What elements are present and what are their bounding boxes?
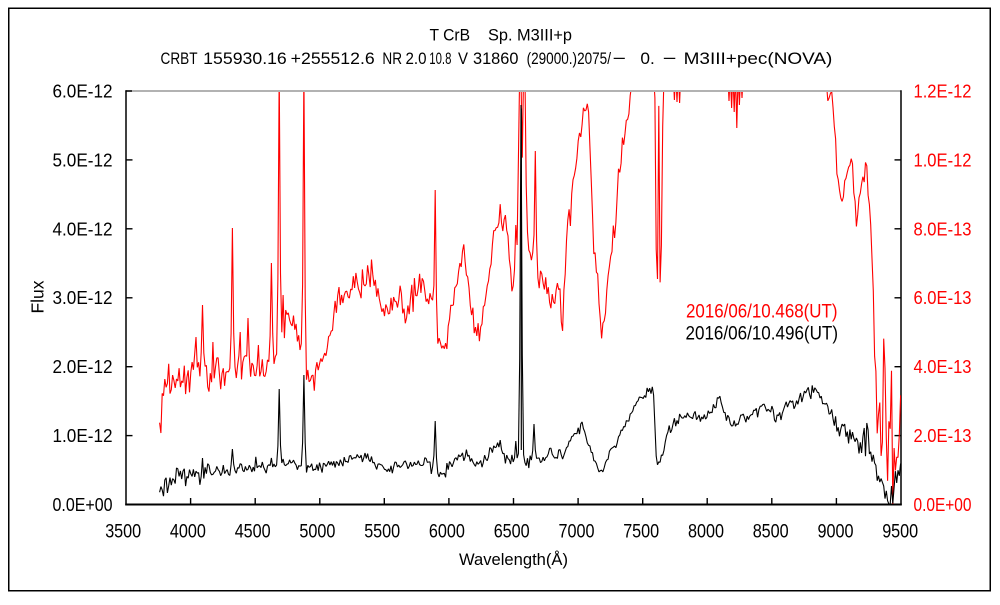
svg-text:+255512.6: +255512.6 <box>291 49 375 68</box>
svg-text:CRBT: CRBT <box>161 49 198 68</box>
svg-text:Sp. M3III+p: Sp. M3III+p <box>488 26 572 45</box>
svg-text:2.0E-12: 2.0E-12 <box>53 357 113 377</box>
svg-text:M3III+pec(NOVA): M3III+pec(NOVA) <box>684 49 833 68</box>
svg-text:4.0E-12: 4.0E-12 <box>53 219 113 239</box>
svg-text:1.0E-12: 1.0E-12 <box>53 426 113 446</box>
svg-text:9500: 9500 <box>882 522 918 543</box>
svg-text:3.0E-12: 3.0E-12 <box>53 288 113 308</box>
svg-text:8.0E-13: 8.0E-13 <box>914 219 972 239</box>
svg-text:6.0E-12: 6.0E-12 <box>53 82 113 102</box>
svg-text:9000: 9000 <box>818 522 854 543</box>
svg-text:6000: 6000 <box>429 522 465 543</box>
svg-text:Wavelength(Å): Wavelength(Å) <box>459 550 568 569</box>
svg-text:7500: 7500 <box>623 522 659 543</box>
svg-text:6500: 6500 <box>494 522 530 543</box>
svg-text:−: − <box>663 49 677 68</box>
svg-text:−: − <box>613 49 626 68</box>
svg-text:V: V <box>458 49 469 68</box>
svg-text:0.0E+00: 0.0E+00 <box>53 495 113 515</box>
svg-text:(29000.)2075/: (29000.)2075/ <box>527 49 612 68</box>
svg-text:T CrB: T CrB <box>430 26 471 45</box>
svg-text:4500: 4500 <box>235 522 271 543</box>
svg-text:10.8: 10.8 <box>429 49 451 68</box>
svg-text:4.0E-13: 4.0E-13 <box>914 357 972 377</box>
svg-text:155930.16: 155930.16 <box>203 49 287 68</box>
svg-text:1.0E-12: 1.0E-12 <box>914 150 972 170</box>
svg-text:2.0E-13: 2.0E-13 <box>914 426 972 446</box>
svg-text:2016/06/10.468(UT): 2016/06/10.468(UT) <box>686 302 838 323</box>
svg-text:1.2E-12: 1.2E-12 <box>914 82 972 102</box>
svg-text:5000: 5000 <box>299 522 335 543</box>
svg-text:3500: 3500 <box>105 522 141 543</box>
svg-text:4000: 4000 <box>170 522 206 543</box>
svg-text:2016/06/10.496(UT): 2016/06/10.496(UT) <box>686 324 839 345</box>
svg-text:8500: 8500 <box>753 522 789 543</box>
svg-text:31860: 31860 <box>473 49 518 68</box>
svg-text:Flux: Flux <box>28 280 48 313</box>
svg-text:NR: NR <box>382 49 402 68</box>
svg-text:7000: 7000 <box>559 522 595 543</box>
svg-text:6.0E-13: 6.0E-13 <box>914 288 972 308</box>
svg-text:0.0E+00: 0.0E+00 <box>914 495 972 515</box>
svg-text:0.: 0. <box>640 49 654 68</box>
svg-text:8000: 8000 <box>688 522 724 543</box>
svg-text:5500: 5500 <box>364 522 400 543</box>
svg-text:5.0E-12: 5.0E-12 <box>53 150 113 170</box>
svg-text:2.0: 2.0 <box>406 49 427 68</box>
